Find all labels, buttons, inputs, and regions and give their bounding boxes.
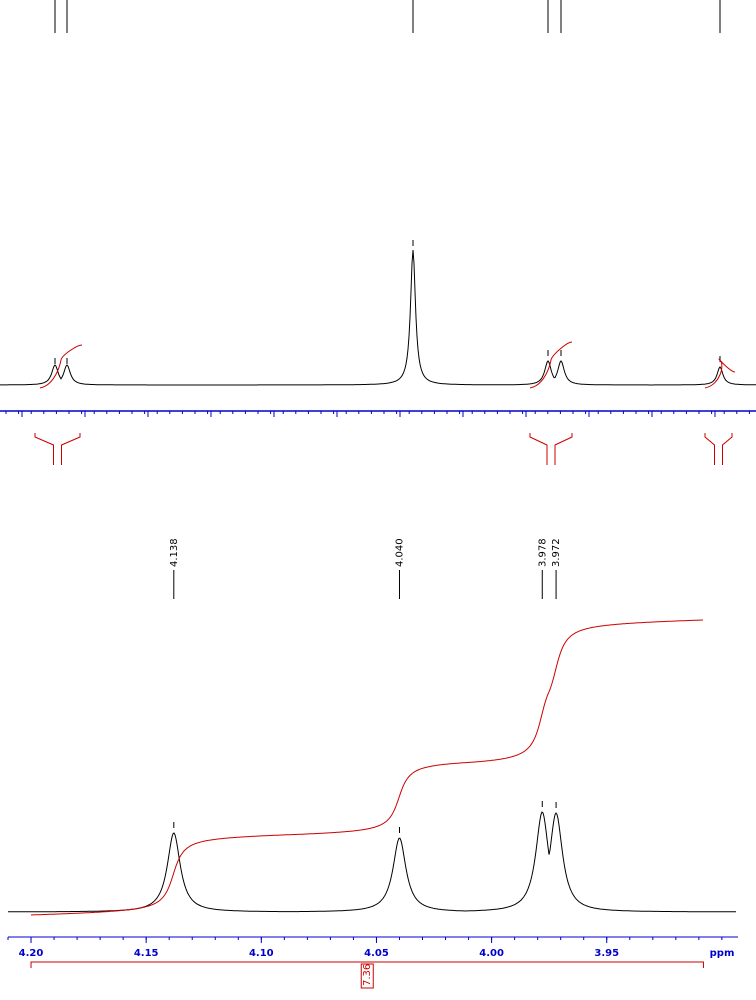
integral-curve — [30, 619, 703, 916]
overview-bracket — [704, 433, 733, 465]
x-tick-label: 4.00 — [479, 948, 504, 959]
overview-spectrum — [0, 0, 756, 465]
peak-label: 4.138 — [169, 538, 180, 567]
overview-trace — [0, 249, 756, 386]
overview-integral — [704, 358, 736, 389]
overview-integral — [529, 341, 573, 389]
spectrum-trace — [8, 811, 736, 913]
x-tick-label: 4.05 — [364, 948, 389, 959]
integral-bracket — [30, 961, 704, 968]
overview-bracket — [529, 433, 573, 465]
peak-label: 3.978 — [537, 538, 548, 567]
peak-label: 3.972 — [551, 538, 562, 567]
overview-integral — [39, 344, 83, 389]
x-axis-label: ppm — [710, 948, 735, 959]
overview-bracket — [34, 433, 81, 465]
x-tick-label: 4.15 — [134, 948, 159, 959]
peak-label: 4.040 — [394, 538, 405, 567]
integral-label-box — [360, 963, 374, 989]
x-tick-label: 4.20 — [19, 948, 44, 959]
x-tick-label: 4.10 — [249, 948, 274, 959]
integral-label: 7.36 — [362, 964, 373, 986]
x-tick-label: 3.95 — [594, 948, 619, 959]
